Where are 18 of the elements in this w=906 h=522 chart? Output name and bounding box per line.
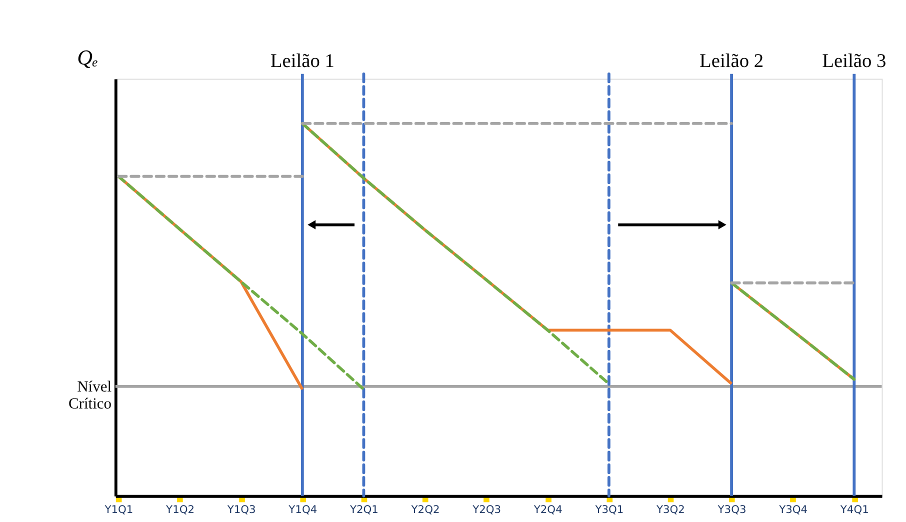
x-tick-label: Y3Q2 xyxy=(655,502,685,516)
x-tick-label: Y2Q1 xyxy=(348,502,378,516)
x-tick-label: Y4Q1 xyxy=(839,502,869,516)
x-tick-label: Y3Q1 xyxy=(594,502,624,516)
x-tick-label: Y1Q1 xyxy=(104,502,134,516)
x-tick-label: Y3Q4 xyxy=(778,502,808,516)
x-tick-label: Y1Q4 xyxy=(288,502,318,516)
ref-line-label: Leilão 3 xyxy=(822,51,886,72)
x-tick-label: Y3Q3 xyxy=(716,502,746,516)
x-tick-label: Y2Q3 xyxy=(472,502,502,516)
ref-line-label: Leilão 2 xyxy=(700,51,764,72)
x-tick-label: Y2Q2 xyxy=(410,502,440,516)
x-tick-label: Y1Q2 xyxy=(165,502,195,516)
y-axis-title: Qₑ xyxy=(77,46,98,70)
ref-line-label: Leilão 1 xyxy=(270,51,334,72)
x-tick-label: Y1Q3 xyxy=(226,502,256,516)
ref-line-label: Nível Crítico xyxy=(68,378,112,413)
x-tick-label: Y2Q4 xyxy=(532,502,563,516)
